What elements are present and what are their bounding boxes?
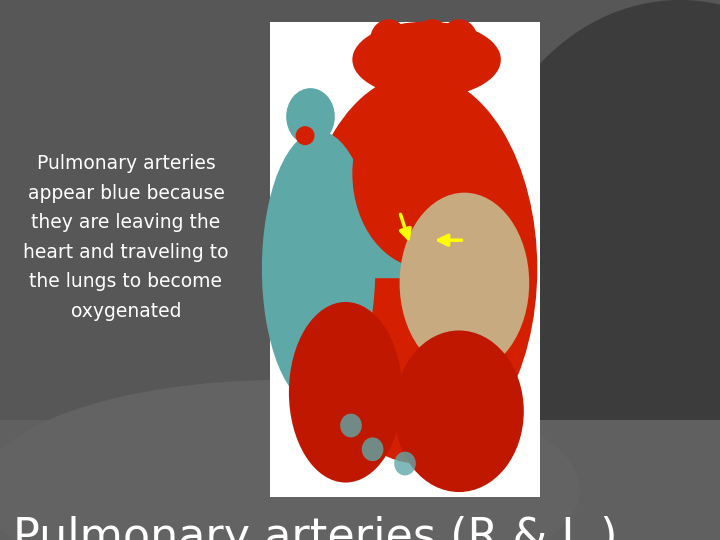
Ellipse shape — [413, 19, 451, 62]
Ellipse shape — [395, 451, 416, 475]
Ellipse shape — [262, 131, 375, 407]
Ellipse shape — [470, 0, 720, 500]
Ellipse shape — [352, 79, 501, 269]
Text: Pulmonary arteries (R & L ): Pulmonary arteries (R & L ) — [13, 516, 618, 540]
Ellipse shape — [352, 22, 501, 98]
Ellipse shape — [300, 74, 537, 463]
Ellipse shape — [395, 330, 523, 492]
Bar — [270, 22, 540, 497]
Ellipse shape — [362, 437, 384, 461]
Ellipse shape — [440, 19, 478, 62]
Bar — [0, 420, 720, 540]
Ellipse shape — [370, 19, 408, 62]
Ellipse shape — [289, 302, 402, 483]
Ellipse shape — [0, 380, 580, 540]
Ellipse shape — [287, 88, 335, 145]
Ellipse shape — [340, 414, 362, 437]
Ellipse shape — [400, 193, 529, 373]
Ellipse shape — [296, 126, 315, 145]
FancyBboxPatch shape — [318, 193, 459, 278]
Text: Pulmonary arteries
appear blue because
they are leaving the
heart and traveling : Pulmonary arteries appear blue because t… — [23, 154, 229, 321]
